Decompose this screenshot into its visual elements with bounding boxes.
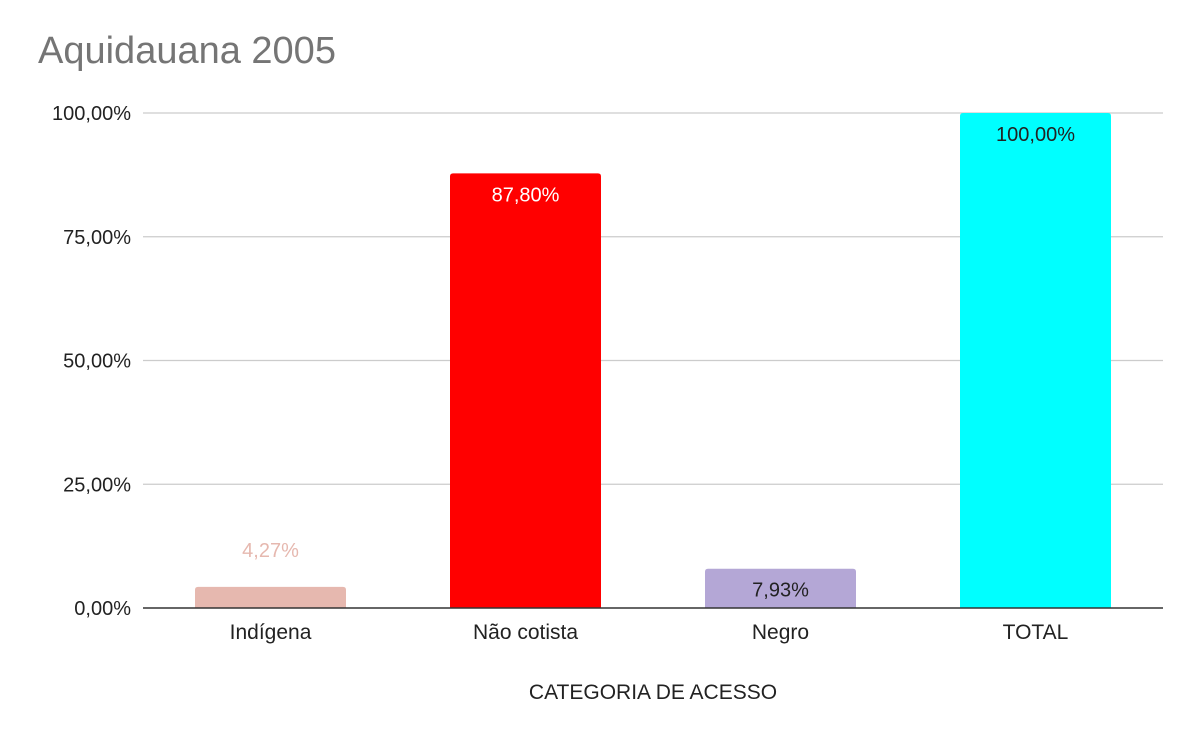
y-tick-label: 75,00%	[63, 227, 131, 249]
x-axis-title: CATEGORIA DE ACESSO	[529, 681, 777, 704]
x-tick-label: Indígena	[230, 621, 312, 644]
y-tick-label: 50,00%	[63, 351, 131, 373]
data-label: 4,27%	[242, 540, 299, 562]
x-tick-label: TOTAL	[1003, 621, 1069, 644]
data-label: 87,80%	[492, 184, 560, 206]
x-tick-label: Não cotista	[473, 621, 578, 644]
data-label: 100,00%	[996, 124, 1075, 146]
bar	[195, 586, 346, 608]
bar	[705, 568, 856, 608]
bars: 4,27% 87,80% 7,93% 100,00%	[195, 113, 1111, 608]
data-label: 7,93%	[752, 580, 809, 602]
x-axis-categories: Indígena Não cotista Negro TOTAL	[230, 621, 1069, 644]
bar	[960, 113, 1111, 608]
y-axis-ticks: 0,00% 25,00% 50,00% 75,00% 100,00%	[52, 103, 131, 620]
y-tick-label: 0,00%	[74, 598, 131, 620]
x-tick-label: Negro	[752, 621, 809, 644]
y-tick-label: 100,00%	[52, 103, 131, 125]
y-tick-label: 25,00%	[63, 474, 131, 496]
bar	[450, 173, 601, 608]
chart-title: Aquidauana 2005	[38, 30, 336, 72]
